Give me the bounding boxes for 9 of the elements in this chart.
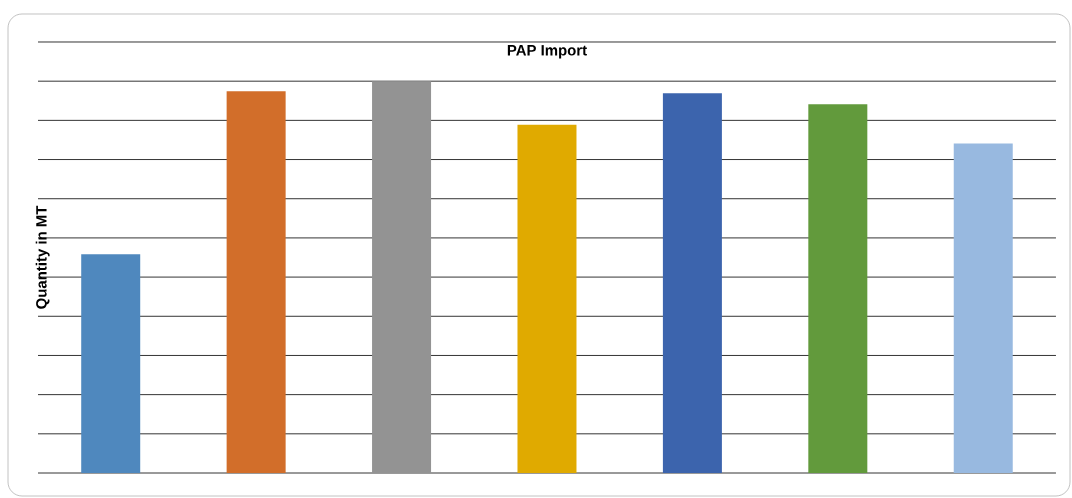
bar <box>662 93 722 473</box>
bar <box>517 124 577 473</box>
y-axis-title: Quantity in MT <box>35 205 50 309</box>
bar <box>808 104 868 473</box>
bar <box>81 254 141 473</box>
bar <box>372 81 432 473</box>
chart-title: PAP Import <box>507 45 587 59</box>
bar <box>226 91 286 473</box>
bar <box>953 143 1013 473</box>
